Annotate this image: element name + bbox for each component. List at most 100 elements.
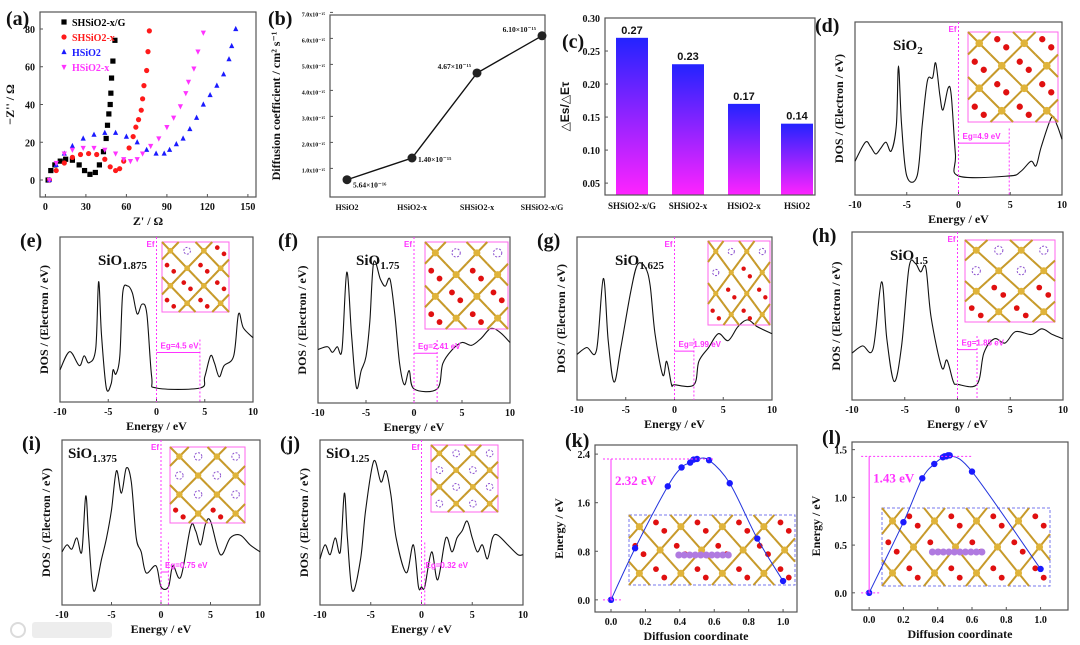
x-tick-label: 10 (248, 407, 258, 418)
si-atom (728, 311, 734, 318)
data-point-triangle (123, 133, 129, 139)
y-axis-title: DOS / (Electron / eV) (39, 468, 53, 577)
o-atom (490, 289, 497, 296)
si-atom (1017, 287, 1025, 295)
x-tick-label: 0.4 (931, 615, 944, 626)
oxygen-vacancy-marker (175, 471, 184, 480)
oxygen-vacancy-marker (469, 466, 477, 474)
o-atom (971, 103, 978, 110)
li-atom-path (972, 548, 980, 556)
x-tick-label: 60 (121, 202, 131, 213)
panel-d: (d) -10 -5 0 5 10 Energy / eV DOS / (Electron /… (815, 15, 1067, 226)
data-point-triangle (153, 150, 159, 156)
data-point-circle (113, 167, 119, 174)
o-atom (948, 565, 955, 572)
data-point-square (69, 157, 75, 163)
dos-curve (59, 281, 254, 392)
x-tick-label: 10 (1057, 200, 1067, 211)
data-point-square (87, 171, 93, 177)
data-point-triangle (214, 82, 220, 88)
si-atom (635, 523, 643, 531)
si-atom (728, 269, 734, 276)
formula-base: SiO (68, 446, 92, 462)
li-atom-path (978, 548, 986, 556)
data-point-circle (94, 151, 100, 158)
si-atom (217, 300, 224, 307)
x-tick-label: 150 (240, 202, 255, 213)
si-atom (930, 569, 939, 577)
o-atom (1000, 292, 1007, 298)
data-point-circle (102, 156, 108, 162)
si-atom (760, 569, 768, 577)
si-atom (431, 249, 439, 257)
o-atom (428, 311, 435, 318)
li-atom-path (702, 551, 710, 559)
fermi-level-label: Ef (151, 443, 159, 452)
data-point-triangle (173, 141, 179, 147)
y-tick-label: 3.0x10⁻¹⁵ (302, 116, 325, 122)
o-atom (218, 514, 224, 520)
x-tick-label: -5 (367, 610, 375, 621)
o-atom (744, 527, 751, 534)
data-point-circle (135, 117, 142, 123)
si-atom (494, 271, 502, 279)
data-point-triangle (221, 71, 227, 77)
x-tick-label: 90 (162, 202, 172, 213)
y-tick-label: 0.15 (583, 113, 601, 124)
si-atom (972, 287, 980, 295)
x-tick-label: 10 (1058, 405, 1068, 416)
o-atom (436, 319, 443, 325)
o-atom (747, 274, 753, 279)
oxygen-vacancy-marker (469, 499, 477, 508)
bar (672, 64, 704, 195)
o-atom (980, 111, 987, 118)
panel-label: (f) (278, 230, 298, 252)
data-point-triangle (180, 135, 186, 141)
si-atom (232, 510, 239, 517)
o-atom (715, 542, 722, 549)
oxygen-vacancy-marker (485, 449, 494, 458)
o-atom (914, 574, 921, 581)
o-atom (436, 275, 443, 282)
y-tick-label: 1.0 (835, 493, 848, 504)
o-atom (906, 565, 913, 572)
o-atom (164, 297, 170, 303)
si-atom (1020, 39, 1029, 48)
o-atom (1048, 89, 1055, 96)
si-atom (213, 453, 221, 460)
li-atom-path (708, 551, 716, 559)
si-atom (1014, 517, 1023, 525)
o-atom (725, 287, 731, 292)
panel-f: (f) -10 -5 0 5 10 Energy / eV DOS / (Electron /… (278, 230, 515, 434)
data-point (705, 456, 713, 464)
oxygen-vacancy-marker (231, 490, 240, 499)
o-atom (777, 519, 784, 526)
y-tick-label: 60 (25, 63, 35, 74)
panel-h: (h) -10 -5 0 5 10 Energy / eV DOS / (Electron /… (812, 225, 1068, 431)
y-axis-title: Energy / eV (809, 495, 823, 556)
o-atom (661, 574, 668, 581)
o-atom (756, 287, 762, 292)
li-atom-path (680, 551, 688, 559)
data-point-triangle-down (61, 151, 67, 157)
data-point-circle (61, 34, 67, 40)
dos-curve (317, 260, 511, 393)
x-axis-title: Energy / eV (927, 417, 988, 431)
y-axis-title: DOS / (Electron / eV) (295, 265, 309, 374)
o-atom (980, 66, 987, 73)
li-atom-path (686, 551, 694, 559)
o-atom (956, 574, 963, 581)
x-tick-label: SHSiO2-x/G (521, 203, 564, 212)
si-atom (436, 484, 443, 490)
o-atom (763, 295, 768, 300)
si-atom (436, 450, 443, 457)
x-tick-label: -5 (903, 200, 911, 211)
data-point-triangle-down (191, 66, 197, 72)
x-tick-label: -5 (107, 610, 115, 621)
data-point-circle (138, 107, 144, 113)
o-atom (710, 308, 715, 313)
x-tick-label: 0 (419, 610, 424, 621)
o-atom (969, 539, 976, 546)
o-atom (221, 286, 227, 292)
y-axis-title: DOS / (Electron / eV) (832, 54, 846, 163)
